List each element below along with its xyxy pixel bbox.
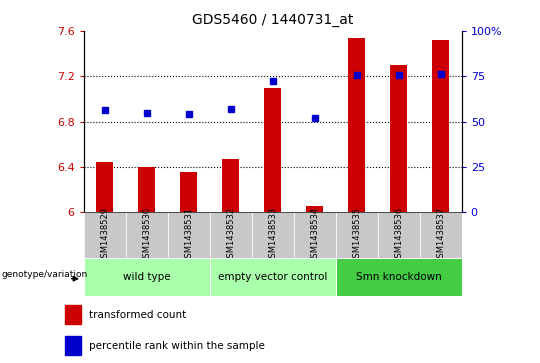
Bar [252,212,294,258]
Text: GSM1438537: GSM1438537 [436,207,445,263]
Text: GSM1438531: GSM1438531 [184,207,193,263]
Bar [433,40,449,212]
Bar [336,212,377,258]
Text: transformed count: transformed count [89,310,186,320]
Bar [306,205,323,212]
Text: GSM1438533: GSM1438533 [268,207,277,263]
Bar [65,336,81,355]
Text: GSM1438535: GSM1438535 [352,207,361,263]
Text: genotype/variation: genotype/variation [2,270,88,280]
Bar [96,163,113,212]
Text: GSM1438534: GSM1438534 [310,207,319,263]
Text: Smn knockdown: Smn knockdown [356,272,442,282]
Title: GDS5460 / 1440731_at: GDS5460 / 1440731_at [192,13,353,27]
Bar [84,258,210,296]
Bar [377,212,420,258]
Bar [390,65,407,212]
Text: empty vector control: empty vector control [218,272,327,282]
Bar [65,305,81,324]
Bar [168,212,210,258]
Text: GSM1438532: GSM1438532 [226,207,235,263]
Bar [210,258,336,296]
Bar [264,87,281,212]
Bar [210,212,252,258]
Text: GSM1438529: GSM1438529 [100,207,109,263]
Bar [420,212,462,258]
Text: percentile rank within the sample: percentile rank within the sample [89,340,265,351]
Text: GSM1438536: GSM1438536 [394,207,403,263]
Bar [180,172,197,212]
Bar [294,212,336,258]
Bar [222,159,239,212]
Text: wild type: wild type [123,272,171,282]
Bar [336,258,462,296]
Bar [348,38,365,212]
Bar [138,167,155,212]
Text: GSM1438530: GSM1438530 [142,207,151,263]
Bar [84,212,126,258]
Bar [126,212,168,258]
